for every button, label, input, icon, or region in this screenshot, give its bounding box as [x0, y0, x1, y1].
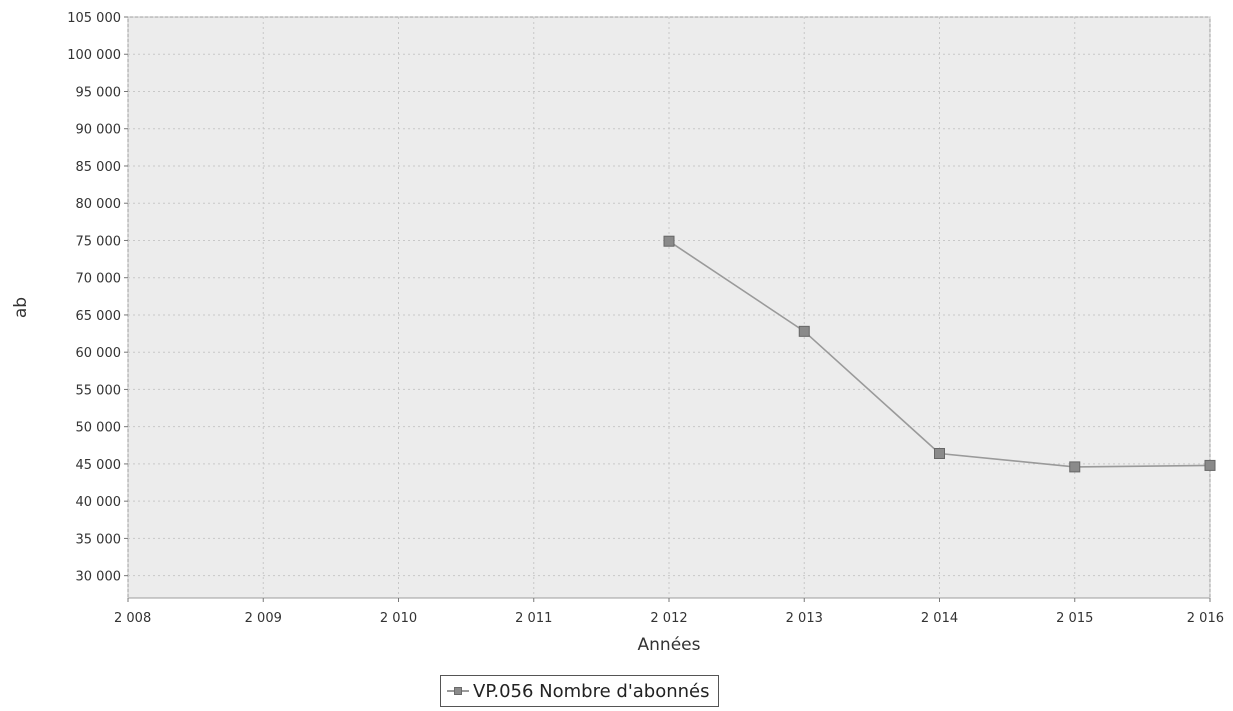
data-point: [934, 447, 945, 459]
y-axis-ticks: 30 000 35 000 40 000 45 000 50 000 55 000 60 0…: [67, 11, 128, 585]
x-tick-label: 2 013: [786, 611, 823, 626]
y-tick-label: 40 000: [76, 495, 122, 510]
y-tick-label: 45 000: [76, 458, 122, 473]
y-tick-label: 65 000: [76, 309, 122, 324]
data-point: [663, 235, 675, 247]
y-axis-title: ab: [11, 297, 31, 318]
x-tick-label: 2 011: [515, 611, 552, 626]
x-tick-label: 2 015: [1056, 611, 1093, 626]
x-tick-label: 2 012: [650, 611, 687, 626]
x-tick-label: 2 010: [380, 611, 417, 626]
x-axis-title: Années: [638, 635, 701, 655]
y-tick-label: 90 000: [76, 123, 122, 138]
y-tick-label: 80 000: [76, 197, 122, 212]
y-tick-label: 85 000: [76, 160, 122, 175]
y-tick-label: 95 000: [76, 85, 122, 100]
legend: VP.056 Nombre d'abonnés: [440, 675, 719, 707]
legend-label: VP.056 Nombre d'abonnés: [473, 680, 710, 702]
y-tick-label: 70 000: [76, 272, 122, 287]
y-tick-label: 30 000: [76, 570, 122, 585]
y-tick-label: 60 000: [76, 346, 122, 361]
y-tick-label: 55 000: [76, 383, 122, 398]
series: [663, 235, 1216, 473]
legend-swatch: [447, 685, 469, 697]
x-tick-label: 2 016: [1187, 611, 1224, 626]
x-tick-label: 2 014: [921, 611, 958, 626]
y-tick-label: 50 000: [76, 421, 122, 436]
y-tick-label: 35 000: [76, 532, 122, 547]
y-tick-label: 75 000: [76, 234, 122, 249]
y-tick-label: 105 000: [67, 11, 121, 26]
data-point: [798, 325, 810, 337]
x-tick-label: 2 008: [114, 611, 151, 626]
data-point: [1069, 461, 1081, 473]
x-axis-ticks: 2 008 2 009 2 010 2 011 2 012 2 013 2 014 2 015…: [114, 598, 1224, 626]
data-point: [1204, 459, 1216, 471]
x-tick-label: 2 009: [245, 611, 282, 626]
y-tick-label: 100 000: [67, 48, 121, 63]
